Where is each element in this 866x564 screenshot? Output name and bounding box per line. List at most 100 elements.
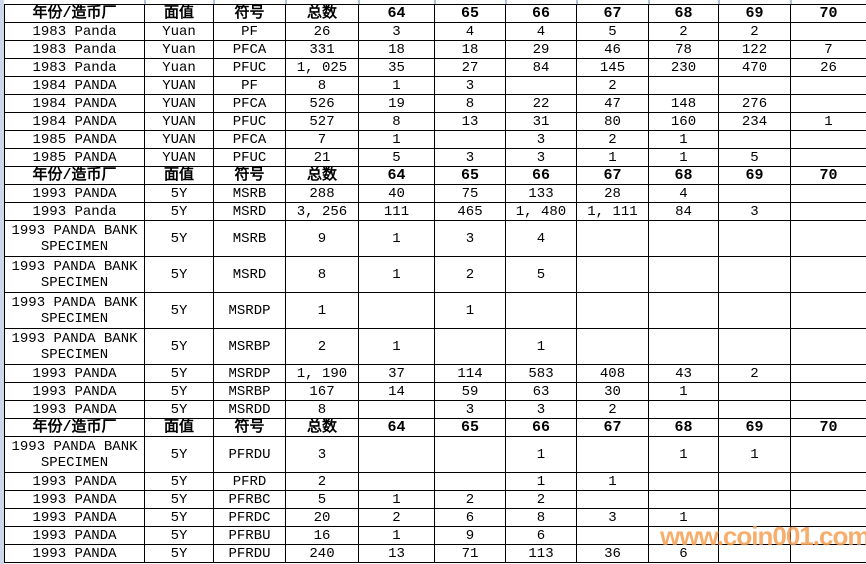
cell-g70 bbox=[790, 544, 866, 563]
cell-g65: 13 bbox=[434, 112, 506, 131]
cell-g68 bbox=[648, 490, 719, 509]
cell-total: 167 bbox=[285, 382, 359, 401]
cell-g65: 27 bbox=[434, 58, 506, 77]
column-header-g69: 69 bbox=[718, 4, 791, 23]
cell-g64: 1 bbox=[358, 526, 435, 545]
gridline-tick bbox=[648, 0, 650, 4]
table-row: 1985 PANDA YUAN PFUC 21 5 3 3 1 1 5 bbox=[4, 148, 866, 167]
cell-g67: 1 bbox=[576, 472, 649, 491]
cell-denomination: 5Y bbox=[144, 382, 214, 401]
cell-g69 bbox=[718, 328, 791, 365]
cell-denomination: YUAN bbox=[144, 112, 214, 131]
cell-year_mint: 1993 PANDA bbox=[4, 382, 145, 401]
cell-g66: 1, 480 bbox=[505, 202, 577, 221]
cell-g70: 26 bbox=[790, 58, 866, 77]
cell-symbol: MSRDP bbox=[213, 364, 286, 383]
cell-g68 bbox=[648, 256, 719, 293]
cell-g64: 1 bbox=[358, 130, 435, 149]
cell-symbol: MSRD bbox=[213, 202, 286, 221]
cell-g64: 35 bbox=[358, 58, 435, 77]
cell-year_mint: 1993 PANDA bbox=[4, 184, 145, 203]
cell-g69 bbox=[718, 220, 791, 257]
cell-symbol: PFUC bbox=[213, 112, 286, 131]
column-header-g68: 68 bbox=[648, 418, 719, 437]
cell-g69: 276 bbox=[718, 94, 791, 113]
cell-g69 bbox=[718, 400, 791, 419]
cell-symbol: MSRD bbox=[213, 256, 286, 293]
cell-denomination: 5Y bbox=[144, 256, 214, 293]
cell-g65: 2 bbox=[434, 256, 506, 293]
cell-g67: 1 bbox=[576, 148, 649, 167]
cell-denomination: Yuan bbox=[144, 40, 214, 59]
cell-g66: 22 bbox=[505, 94, 577, 113]
cell-year_mint: 1984 PANDA bbox=[4, 112, 145, 131]
cell-year_mint: 1984 PANDA bbox=[4, 76, 145, 95]
table-row: 1993 PANDA 5Y PFRD 2 1 1 bbox=[4, 472, 866, 491]
cell-g66: 6 bbox=[505, 526, 577, 545]
cell-g69: 2 bbox=[718, 22, 791, 41]
cell-g66: 1 bbox=[505, 472, 577, 491]
table-row: 1993 PANDA 5Y PFRDC 20 2 6 8 3 1 bbox=[4, 508, 866, 527]
cell-symbol: PFRDC bbox=[213, 508, 286, 527]
cell-year_mint: 1993 PANDA bbox=[4, 544, 145, 563]
gridline-tick bbox=[790, 0, 792, 4]
table-row: 1993 PANDA 5Y MSRDD 8 3 3 2 bbox=[4, 400, 866, 419]
cell-g70 bbox=[790, 436, 866, 473]
cell-g70 bbox=[790, 292, 866, 329]
cell-symbol: MSRBP bbox=[213, 328, 286, 365]
cell-total: 9 bbox=[285, 220, 359, 257]
cell-g69 bbox=[718, 76, 791, 95]
cell-g68: 78 bbox=[648, 40, 719, 59]
column-header-total: 总数 bbox=[285, 4, 359, 23]
cell-symbol: PFRD bbox=[213, 472, 286, 491]
cell-g65: 18 bbox=[434, 40, 506, 59]
cell-g67: 2 bbox=[576, 400, 649, 419]
column-header-g66: 66 bbox=[505, 4, 577, 23]
cell-denomination: 5Y bbox=[144, 526, 214, 545]
cell-g67: 36 bbox=[576, 544, 649, 563]
cell-g64: 37 bbox=[358, 364, 435, 383]
cell-year_mint: 1993 PANDA bbox=[4, 364, 145, 383]
cell-g68 bbox=[648, 292, 719, 329]
cell-g66: 84 bbox=[505, 58, 577, 77]
table-row: 1983 Panda Yuan PFCA 331 18 18 29 46 78 122 7 bbox=[4, 40, 866, 59]
cell-g69: 470 bbox=[718, 58, 791, 77]
cell-g64: 1 bbox=[358, 328, 435, 365]
cell-total: 1, 025 bbox=[285, 58, 359, 77]
cell-total: 331 bbox=[285, 40, 359, 59]
cell-total: 8 bbox=[285, 256, 359, 293]
cell-g70 bbox=[790, 490, 866, 509]
cell-g66 bbox=[505, 292, 577, 329]
cell-denomination: 5Y bbox=[144, 220, 214, 257]
cell-g64: 18 bbox=[358, 40, 435, 59]
cell-g65: 4 bbox=[434, 22, 506, 41]
cell-g70 bbox=[790, 364, 866, 383]
cell-symbol: PF bbox=[213, 76, 286, 95]
cell-g64: 8 bbox=[358, 112, 435, 131]
cell-symbol: MSRDP bbox=[213, 292, 286, 329]
column-header-year_mint: 年份/造币厂 bbox=[4, 418, 145, 437]
cell-g65 bbox=[434, 328, 506, 365]
gridline-tick bbox=[505, 0, 507, 4]
cell-g69: 3 bbox=[718, 202, 791, 221]
cell-g69: 122 bbox=[718, 40, 791, 59]
cell-denomination: YUAN bbox=[144, 76, 214, 95]
cell-g70 bbox=[790, 202, 866, 221]
column-header-g67: 67 bbox=[576, 4, 649, 23]
cell-symbol: PF bbox=[213, 22, 286, 41]
cell-symbol: PFRDU bbox=[213, 544, 286, 563]
header-row: 年份/造币厂 面值 符号 总数 64 65 66 67 68 69 70 bbox=[4, 4, 866, 23]
cell-year_mint: 1983 Panda bbox=[4, 22, 145, 41]
cell-g67 bbox=[576, 220, 649, 257]
column-header-g69: 69 bbox=[718, 166, 791, 185]
cell-denomination: 5Y bbox=[144, 364, 214, 383]
cell-g65: 8 bbox=[434, 94, 506, 113]
table-row: 1983 Panda Yuan PF 26 3 4 4 5 2 2 bbox=[4, 22, 866, 41]
cell-g68: 6 bbox=[648, 544, 719, 563]
cell-symbol: PFUC bbox=[213, 58, 286, 77]
cell-denomination: 5Y bbox=[144, 508, 214, 527]
cell-symbol: MSRDD bbox=[213, 400, 286, 419]
cell-g67: 80 bbox=[576, 112, 649, 131]
cell-symbol: PFRBU bbox=[213, 526, 286, 545]
cell-g70 bbox=[790, 220, 866, 257]
